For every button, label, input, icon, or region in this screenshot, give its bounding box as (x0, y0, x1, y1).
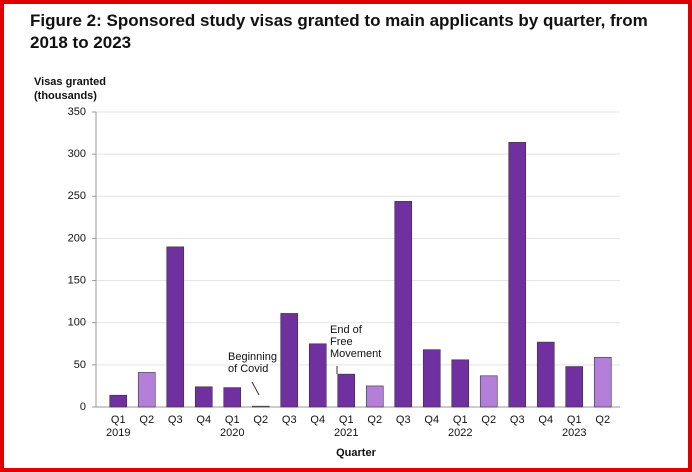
bar (166, 246, 185, 408)
annotation: End of (330, 324, 363, 336)
y-axis-label: Visas granted (34, 76, 106, 88)
annotation: Movement (330, 348, 381, 360)
bar (365, 385, 384, 408)
x-tick-label: Q1 (567, 414, 582, 426)
annotation: Free (330, 336, 353, 348)
x-year-label: 2023 (562, 427, 586, 439)
annotation-line (251, 381, 260, 396)
bar (479, 375, 498, 408)
y-tick-label: 150 (68, 274, 86, 286)
x-tick-label: Q3 (168, 414, 183, 426)
x-tick-label: Q2 (595, 414, 610, 426)
bar (109, 394, 128, 408)
y-tick-label: 50 (74, 359, 86, 371)
annotation: of Covid (228, 363, 268, 375)
y-axis-label: (thousands) (34, 90, 97, 102)
x-tick-label: Q4 (538, 414, 553, 426)
bar (422, 349, 441, 408)
bar (194, 386, 213, 408)
x-year-label: 2019 (106, 427, 130, 439)
y-tick-label: 200 (68, 232, 86, 244)
y-tick-label: 300 (68, 148, 86, 160)
bar (451, 359, 470, 408)
x-tick-label: Q4 (310, 414, 325, 426)
x-tick-label: Q1 (111, 414, 126, 426)
chart-title: Figure 2: Sponsored study visas granted … (30, 11, 648, 52)
x-tick-label: Q1 (339, 414, 354, 426)
bar (394, 201, 413, 408)
x-tick-label: Q2 (367, 414, 382, 426)
bar (280, 313, 299, 408)
x-tick-label: Q2 (253, 414, 268, 426)
x-year-label: 2021 (334, 427, 358, 439)
x-tick-label: Q1 (453, 414, 468, 426)
x-tick-label: Q2 (481, 414, 496, 426)
bar (508, 142, 527, 408)
x-tick-label: Q3 (282, 414, 297, 426)
x-axis-label: Quarter (336, 447, 376, 459)
x-tick-label: Q4 (424, 414, 439, 426)
bar (593, 356, 612, 408)
y-tick-label: 350 (68, 106, 86, 118)
y-tick-label: 0 (80, 401, 86, 413)
x-year-label: 2020 (220, 427, 244, 439)
y-tick-label: 100 (68, 317, 86, 329)
bar (337, 373, 356, 408)
x-tick-label: Q2 (139, 414, 154, 426)
bar (251, 405, 270, 408)
x-tick-label: Q3 (510, 414, 525, 426)
bar (223, 387, 242, 408)
x-year-label: 2022 (448, 427, 472, 439)
y-tick-label: 250 (68, 190, 86, 202)
x-tick-label: Q3 (396, 414, 411, 426)
annotation: Beginning (228, 351, 277, 363)
x-tick-label: Q1 (225, 414, 240, 426)
bar (536, 341, 555, 408)
bar (137, 372, 156, 408)
bar (565, 366, 584, 408)
bar (308, 343, 327, 408)
x-tick-label: Q4 (196, 414, 211, 426)
